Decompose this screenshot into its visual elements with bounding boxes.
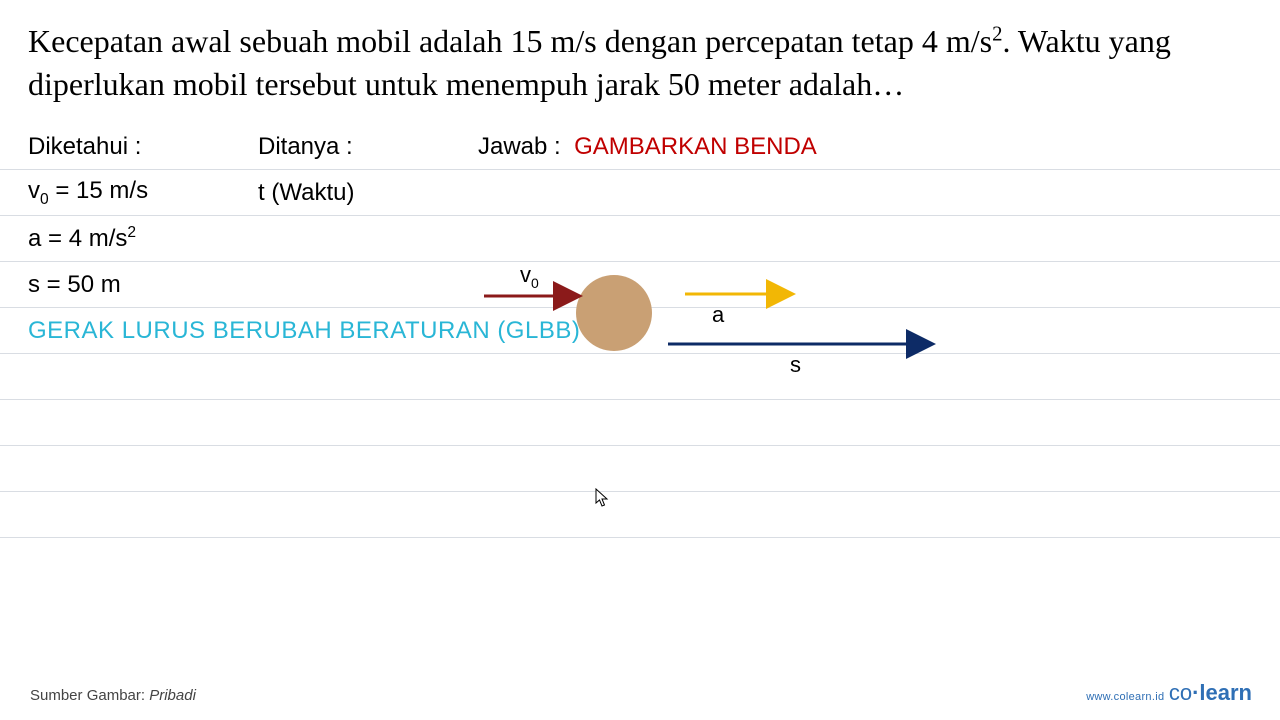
header-answer: Jawab : GAMBARKAN BENDA bbox=[478, 133, 817, 161]
row-v0: v0 = 15 m/s t (Waktu) bbox=[0, 170, 1280, 216]
row-empty-2 bbox=[0, 400, 1280, 446]
worksheet: Diketahui : Ditanya : Jawab : GAMBARKAN … bbox=[0, 124, 1280, 538]
source-label: Sumber Gambar: bbox=[30, 687, 145, 704]
answer-label: Jawab : bbox=[478, 133, 561, 160]
answer-hint: GAMBARKAN BENDA bbox=[574, 133, 817, 160]
known-a: a = 4 m/s2 bbox=[28, 224, 258, 253]
header-known: Diketahui : bbox=[28, 133, 258, 161]
brand-block: www.colearn.id co·learn bbox=[1086, 680, 1252, 706]
row-empty-4 bbox=[0, 492, 1280, 538]
brand-logo: co·learn bbox=[1169, 680, 1252, 705]
brand-url: www.colearn.id bbox=[1086, 691, 1164, 703]
row-empty-1 bbox=[0, 354, 1280, 400]
glbb-text: GERAK LURUS BERUBAH BERATURAN (GLBB) bbox=[28, 317, 580, 345]
question-text: Kecepatan awal sebuah mobil adalah 15 m/… bbox=[0, 0, 1280, 116]
header-asked: Ditanya : bbox=[258, 133, 478, 161]
asked-t: t (Waktu) bbox=[258, 179, 478, 207]
source-value: Pribadi bbox=[149, 687, 196, 704]
logo-suffix: learn bbox=[1199, 680, 1252, 705]
image-source: Sumber Gambar: Pribadi bbox=[30, 687, 196, 704]
known-v0: v0 = 15 m/s bbox=[28, 177, 258, 209]
row-empty-3 bbox=[0, 446, 1280, 492]
known-s: s = 50 m bbox=[28, 271, 258, 299]
row-glbb: GERAK LURUS BERUBAH BERATURAN (GLBB) bbox=[0, 308, 1280, 354]
logo-prefix: co bbox=[1169, 680, 1192, 705]
row-headers: Diketahui : Ditanya : Jawab : GAMBARKAN … bbox=[0, 124, 1280, 170]
row-s: s = 50 m bbox=[0, 262, 1280, 308]
row-a: a = 4 m/s2 bbox=[0, 216, 1280, 262]
